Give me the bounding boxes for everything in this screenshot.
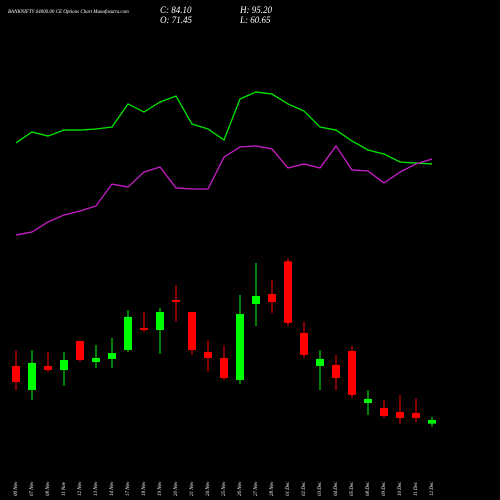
candle-body (44, 365, 52, 370)
candle-body (60, 359, 68, 370)
candle-body (12, 365, 20, 382)
x-tick-label: 12 Dec (430, 481, 435, 496)
x-tick-label: 28 Nov (270, 481, 275, 496)
candle-body (300, 332, 308, 355)
candle-body (252, 295, 260, 304)
candle-body (220, 357, 228, 378)
x-tick-label: 09 Dec (382, 481, 387, 496)
candle-body (316, 358, 324, 366)
x-tick-label: 08 Dec (366, 481, 371, 496)
candle-body (172, 299, 180, 302)
x-tick-label: 01 Dec (286, 481, 291, 496)
x-tick-label: 26 Nov (238, 481, 243, 496)
stat-high: H: 95.20 (239, 5, 272, 15)
candle-body (140, 327, 148, 330)
x-tick-label: 11 Dec (414, 481, 419, 496)
x-tick-label: 03 Dec (318, 481, 323, 496)
candle-body (124, 316, 132, 350)
x-tick-label: 05 Dec (350, 481, 355, 496)
x-tick-label: 04 Dec (334, 481, 339, 496)
candle-body (412, 412, 420, 418)
x-tick-label: 13 Nov (94, 481, 99, 496)
candle-body (92, 357, 100, 362)
candle-body (28, 362, 36, 390)
x-tick-label: 20 Nov (174, 481, 179, 496)
indicator-line (15, 91, 433, 165)
candle-body (156, 311, 164, 330)
candle-body (188, 311, 196, 350)
x-tick-label: 06 Nov (14, 481, 19, 496)
candle-body (204, 351, 212, 358)
candle-body (428, 419, 436, 424)
stat-low: L: 60.65 (239, 15, 271, 25)
indicator-line (15, 144, 433, 236)
candle-body (364, 398, 372, 403)
stat-close: C: 84.10 (160, 5, 192, 15)
x-tick-label: 24 Nov (206, 481, 211, 496)
x-tick-label: 25 Nov (222, 481, 227, 496)
candle-body (284, 261, 292, 323)
candle-body (108, 352, 116, 359)
x-tick-label: 21 Nov (190, 481, 195, 496)
x-tick-label: 27 Nov (254, 481, 259, 496)
x-tick-label: 14 Nov (110, 481, 115, 496)
candle-body (332, 364, 340, 378)
x-tick-label: 11 Nov (62, 481, 67, 496)
x-tick-label: 19 Nov (158, 481, 163, 496)
candle-body (268, 293, 276, 302)
x-tick-label: 10 Dec (398, 481, 403, 496)
x-tick-label: 08 Nov (46, 481, 51, 496)
candle-body (380, 407, 388, 416)
x-tick-label: 17 Nov (126, 481, 131, 496)
x-tick-label: 07 Nov (30, 481, 35, 496)
x-tick-label: 02 Dec (302, 481, 307, 496)
stat-open: O: 71.45 (160, 15, 192, 25)
x-tick-label: 18 Nov (142, 481, 147, 496)
candle-body (396, 411, 404, 418)
candle-body (236, 313, 244, 380)
candle-body (348, 350, 356, 395)
candle-body (76, 340, 84, 360)
x-tick-label: 12 Nov (78, 481, 83, 496)
chart-title: BANKNIFTY 64000.00 CE Options Chart Muna… (8, 10, 129, 15)
